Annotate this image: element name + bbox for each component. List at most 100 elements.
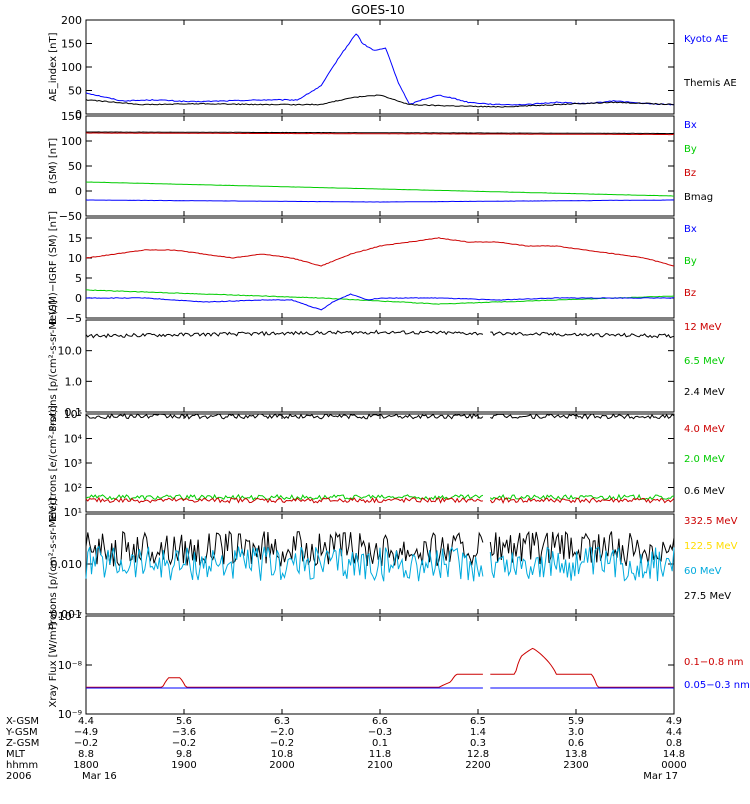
- x-axis-tick-label: 12.8: [467, 749, 489, 760]
- series-line-bx: [85, 199, 675, 203]
- legend-label: Bz: [684, 288, 696, 299]
- y-tick-label: 0: [75, 108, 82, 121]
- legend-label: Bx: [684, 224, 697, 235]
- plot-title: GOES-10: [351, 3, 405, 17]
- y-tick-label: 10⁻⁹: [58, 708, 82, 721]
- series-line-2-0-mev: [489, 493, 675, 501]
- x-axis-tick-label: Mar 16: [82, 771, 117, 782]
- legend-label: Bmag: [684, 192, 713, 203]
- y-tick-label: 1.0: [65, 375, 83, 388]
- y-axis-label: AE_index [nT]: [48, 32, 59, 101]
- series-line-0-6-mev: [85, 413, 484, 420]
- legend-label: 27.5 MeV: [684, 591, 731, 602]
- series-line-2-0-mev: [85, 493, 484, 501]
- series-line-60-mev: [489, 546, 675, 582]
- x-axis-tick-label: −0.2: [74, 738, 98, 749]
- x-axis-tick-label: 4.4: [666, 727, 682, 738]
- y-tick-label: 0.001: [51, 608, 83, 621]
- legend-label: Bx: [684, 120, 697, 131]
- series-line-0-6-mev: [490, 413, 675, 420]
- legend-label: 4.0 MeV: [684, 424, 725, 435]
- y-tick-label: 150: [61, 110, 82, 123]
- legend-label: Themis AE: [683, 78, 737, 89]
- y-tick-label: 10⁵: [64, 408, 82, 421]
- x-axis-tick-label: 0.6: [568, 738, 584, 749]
- series-line-2-4-mev: [490, 331, 675, 339]
- x-axis-tick-label: 9.8: [176, 749, 192, 760]
- legend-label: By: [684, 256, 697, 267]
- y-axis-label: Electrons [e/(cm²-s-sr)]: [48, 405, 59, 521]
- legend-label: 0.6 MeV: [684, 486, 725, 497]
- y-tick-label: 0: [75, 292, 82, 305]
- y-tick-label: 200: [61, 14, 82, 27]
- y-tick-label: −5: [66, 312, 82, 325]
- panel-5: 10¹ 10² 10³ 10⁴ 10⁵ Electrons [e/(cm²-s-sr)] 4…: [48, 405, 725, 521]
- series-line-themis-ae: [85, 94, 675, 108]
- legend-label: 2.0 MeV: [684, 454, 725, 465]
- series-line-by: [86, 289, 675, 305]
- x-axis-tick-label: −0.2: [270, 738, 294, 749]
- x-axis-tick-label: −0.3: [368, 727, 392, 738]
- x-axis-tick-label: 5.6: [176, 716, 192, 727]
- x-axis-tick-label: 6.6: [372, 716, 388, 727]
- x-axis-tick-label: 1900: [171, 760, 196, 771]
- y-axis-label: Protons [p/(cm²-s-sr-MeV)]: [48, 498, 59, 630]
- legend-label: By: [684, 144, 697, 155]
- x-axis-tick-label: 1.4: [470, 727, 486, 738]
- y-tick-label: 100: [61, 135, 82, 148]
- x-axis-tick-label: 8.8: [78, 749, 94, 760]
- y-tick-label: 10⁻⁸: [58, 659, 83, 672]
- x-axis-tick-label: 4.9: [666, 716, 682, 727]
- series-line-60-mev: [85, 545, 484, 582]
- x-axis-tick-label: 2100: [367, 760, 392, 771]
- y-tick-label: 10⁴: [64, 433, 83, 446]
- y-tick-label: 0: [75, 185, 82, 198]
- legend-label: Kyoto AE: [684, 34, 728, 45]
- x-axis-tick-label: 10.8: [271, 749, 293, 760]
- y-tick-label: 10³: [64, 457, 82, 470]
- y-tick-label: 10²: [64, 482, 82, 495]
- series-line-0-1-0-8-nm: [490, 647, 674, 688]
- series-line-bmag: [85, 131, 675, 135]
- y-tick-label: 0.010: [51, 558, 83, 571]
- x-axis-tick-label: 1800: [73, 760, 98, 771]
- x-axis-row-label: Z-GSM: [6, 738, 39, 749]
- series-line-by: [85, 181, 675, 197]
- legend-label: 6.5 MeV: [684, 356, 725, 367]
- x-axis-tick-label: 6.3: [274, 716, 290, 727]
- y-tick-label: 15: [68, 232, 82, 245]
- legend-label: 332.5 MeV: [684, 516, 738, 527]
- x-axis-tick-label: −2.0: [270, 727, 294, 738]
- series-line-27-5-mev: [489, 530, 675, 567]
- y-tick-label: 100: [61, 61, 82, 74]
- legend-label: 122.5 MeV: [684, 541, 738, 552]
- x-axis-tick-label: 13.8: [565, 749, 587, 760]
- series-line-2-4-mev: [85, 329, 484, 339]
- x-axis-tick-label: 0000: [661, 760, 686, 771]
- x-axis-row-label: X-GSM: [6, 716, 39, 727]
- x-axis-row-label: 2006: [6, 771, 31, 782]
- x-axis-row-label: MLT: [6, 749, 26, 760]
- x-axis-tick-label: 4.4: [78, 716, 94, 727]
- series-line-27-5-mev: [85, 530, 484, 567]
- legend-label: 2.4 MeV: [684, 387, 725, 398]
- y-tick-label: 10.0: [58, 345, 83, 358]
- y-axis-label: Xray Flux [W/m²]: [48, 622, 59, 707]
- y-tick-label: 5: [75, 272, 82, 285]
- x-axis-tick-label: 6.5: [470, 716, 486, 727]
- x-axis-tick-label: 2200: [465, 760, 490, 771]
- x-axis-row-label: Y-GSM: [5, 727, 38, 738]
- x-axis-tick-label: 0.1: [372, 738, 388, 749]
- legend-label: 12 MeV: [684, 322, 722, 333]
- y-tick-label: −50: [59, 210, 82, 223]
- legend-label: 0.1−0.8 nm: [684, 657, 743, 668]
- y-axis-label: B (SM)−IGRF (SM) [nT]: [48, 211, 59, 325]
